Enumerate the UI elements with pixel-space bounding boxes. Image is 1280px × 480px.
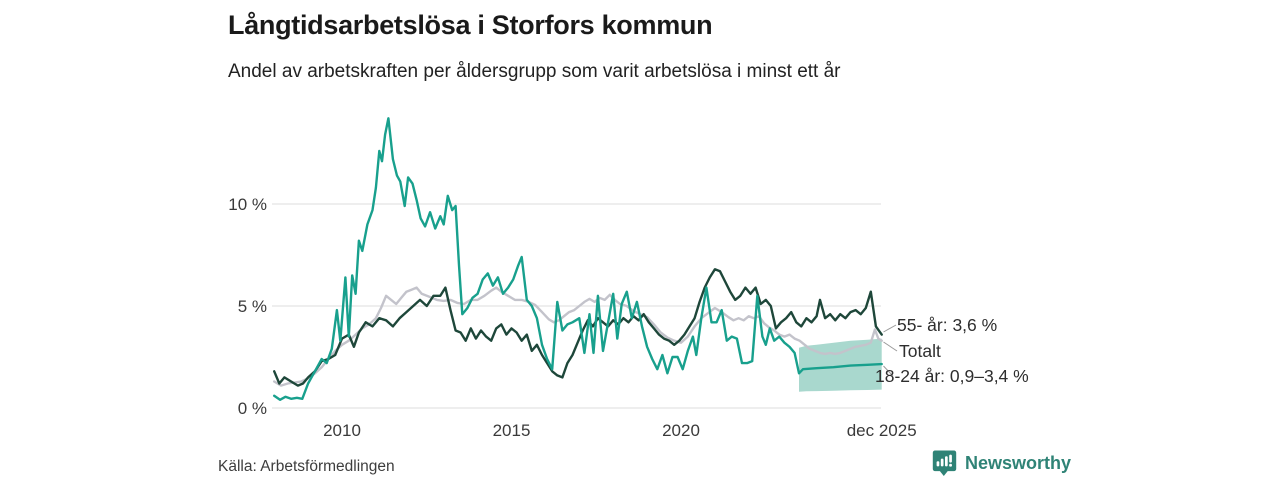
x-axis-tick-label: 2020 [662,421,700,440]
series-end-label-totalt: Totalt [899,341,941,361]
x-axis-tick-label: dec 2025 [847,421,917,440]
y-axis-tick-label: 5 % [238,297,267,316]
newsworthy-logo-text: Newsworthy [965,453,1072,473]
y-axis-tick-label: 0 % [238,399,267,418]
label-leader-line [883,341,898,352]
newsworthy-bubble-chart-icon [932,450,957,477]
series-end-label-55-ar: 55- år: 3,6 % [897,315,998,335]
x-axis-tick-label: 2010 [323,421,361,440]
x-axis-tick-label: 2015 [493,421,531,440]
label-leader-line [883,324,897,333]
newsworthy-logo[interactable]: Newsworthy [932,450,1071,477]
label-leader-line [883,365,894,377]
page-title: Långtidsarbetslösa i Storfors kommun [228,10,713,40]
series-line-18-24-år [273,117,883,401]
series-end-label-18-24-ar: 18-24 år: 0,9–3,4 % [875,366,1029,386]
chart-subtitle: Andel av arbetskraften per åldersgrupp s… [228,61,841,82]
source-note: Källa: Arbetsförmedlingen [218,458,395,475]
y-axis-tick-label: 10 % [228,195,267,214]
series-line-Totalt [273,286,883,387]
